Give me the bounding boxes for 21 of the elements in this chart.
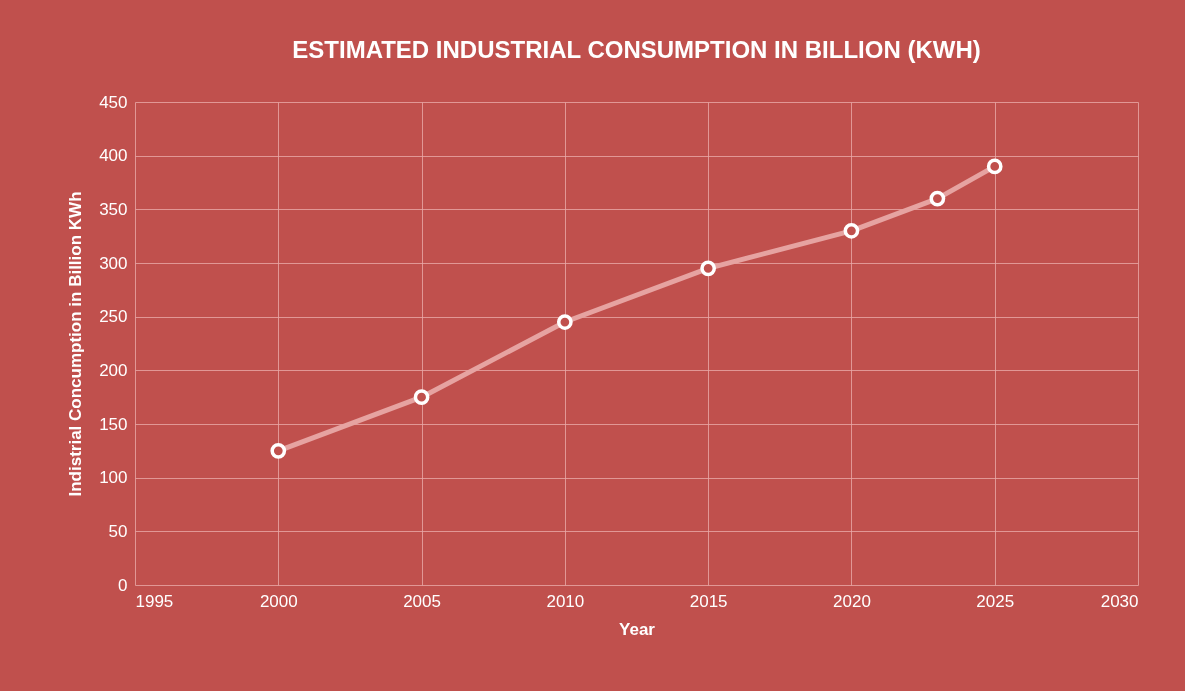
y-tick-label: 350 (99, 199, 128, 219)
y-tick-label: 250 (99, 307, 128, 327)
y-tick-label: 100 (99, 468, 128, 488)
y-tick-label: 0 (118, 575, 128, 595)
y-tick-label: 150 (99, 414, 128, 434)
x-tick-label: 2000 (259, 591, 298, 611)
x-tick-label: 2015 (689, 591, 728, 611)
x-tick-label: 2030 (1100, 591, 1139, 611)
x-tick-label: 1995 (135, 591, 174, 611)
x-tick-label: 2020 (833, 591, 871, 611)
y-tick-label: 300 (99, 253, 128, 273)
y-axis-title: Indistrial Concumption in Billion KWh (66, 191, 86, 497)
chart-title: ESTIMATED INDUSTRIAL CONSUMPTION IN BILLION (KWH) (292, 36, 981, 63)
x-tick-label: 2025 (976, 591, 1015, 611)
y-tick-label: 50 (108, 521, 128, 541)
y-tick-label: 400 (99, 146, 128, 166)
x-axis-title: Year (619, 619, 656, 639)
y-tick-label: 200 (99, 360, 128, 380)
x-tick-label: 2010 (546, 591, 585, 611)
x-tick-label: 2005 (403, 591, 441, 611)
y-tick-label: 450 (99, 92, 128, 112)
